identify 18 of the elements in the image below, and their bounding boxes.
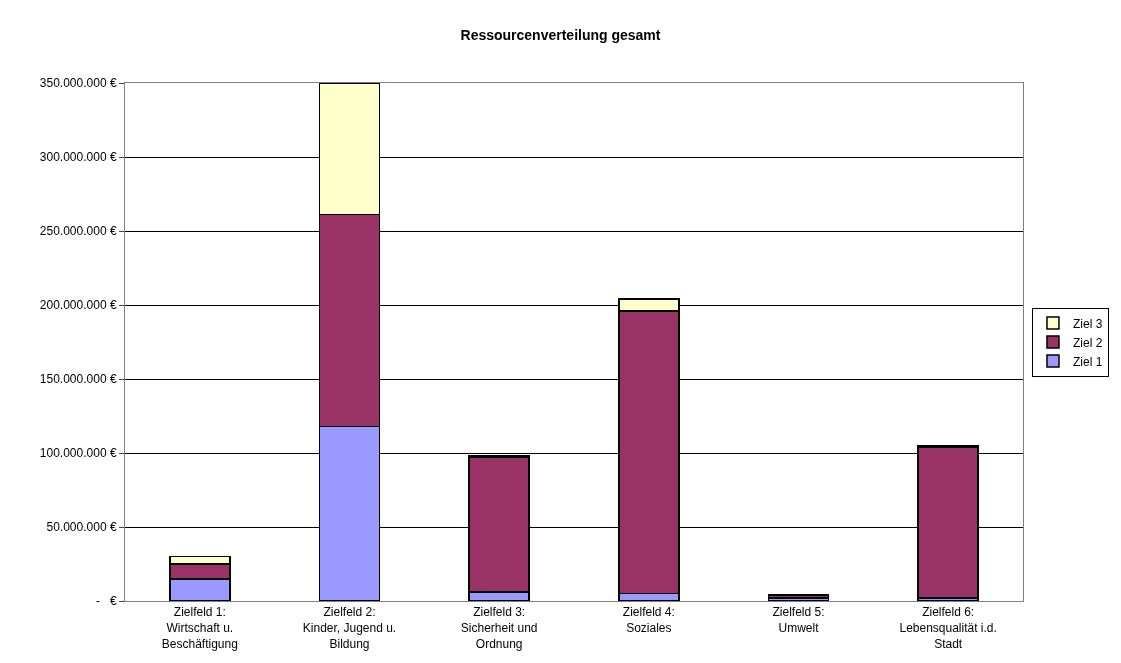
x-tick-label: Zielfeld 4: Soziales: [622, 605, 675, 635]
y-tick-label: 50.000.000 €: [46, 520, 117, 535]
y-tick-label: 350.000.000 €: [39, 76, 117, 91]
legend-label: Ziel 3: [1072, 316, 1103, 331]
y-tick-label: 100.000.000 €: [39, 446, 117, 461]
x-tick-label: Zielfeld 1: Wirtschaft u. Beschäftigung: [161, 605, 238, 651]
y-tick-label: 250.000.000 €: [39, 224, 117, 239]
y-tick-label: 300.000.000 €: [39, 150, 117, 165]
x-tick-label: Zielfeld 2: Kinder, Jugend u. Bildung: [302, 605, 397, 651]
y-tick-label: 200.000.000 €: [39, 298, 117, 313]
x-tick-label: Zielfeld 3: Sicherheit und Ordnung: [460, 605, 538, 651]
x-tick-label: Zielfeld 6: Lebensqualität i.d. Stadt: [899, 605, 997, 651]
legend-label: Ziel 1: [1072, 354, 1103, 369]
y-tick-label: 150.000.000 €: [39, 372, 117, 387]
y-tick-label: - €: [95, 594, 117, 609]
legend-label: Ziel 2: [1072, 335, 1103, 350]
x-tick-label: Zielfeld 5: Umwelt: [772, 605, 825, 635]
chart-title: Ressourcenverteilung gesamt: [460, 26, 661, 43]
